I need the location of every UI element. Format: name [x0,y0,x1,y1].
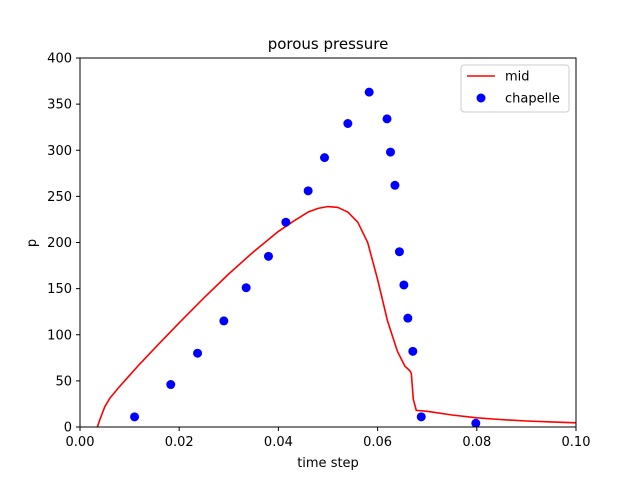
y-axis-label: p [25,239,40,247]
data-point-chapelle [193,348,203,358]
data-point-chapelle [364,87,374,97]
data-point-chapelle [399,280,409,290]
legend-label: chapelle [505,92,560,107]
y-tick-label: 100 [47,328,72,343]
x-axis-label: time step [297,456,359,471]
x-tick-label: 0.04 [264,435,293,450]
y-tick-label: 350 [47,98,72,113]
plot-area [96,87,576,427]
data-point-chapelle [343,119,353,128]
axes: 0.00 0.02 0.04 0.06 0.08 0.10 0 50 100 150 200 250 3… [47,52,590,451]
data-point-chapelle [303,186,313,196]
data-point-chapelle [390,180,400,190]
data-point-chapelle [403,313,413,323]
y-tick-label: 50 [55,374,72,389]
legend-label: mid [505,70,530,85]
x-tick-label: 0.08 [462,435,491,450]
data-point-chapelle [394,247,404,257]
y-tick-label: 150 [47,282,72,297]
x-tick-label: 0.10 [562,435,591,450]
data-point-chapelle [281,217,291,227]
x-tick-label: 0.06 [363,435,392,450]
data-point-chapelle [219,316,229,326]
series-line-mid [96,205,576,427]
series-chapelle [130,87,481,427]
y-tick-label: 300 [47,144,72,159]
x-tick-label: 0.00 [66,435,95,450]
y-tick-label: 0 [64,421,72,436]
data-point-chapelle [263,251,273,261]
data-point-chapelle [408,346,418,356]
legend: mid chapelle [460,64,570,113]
chart-title: porous pressure [268,35,389,53]
y-tick-label: 400 [47,52,72,67]
data-point-chapelle [382,114,392,124]
data-point-chapelle [320,153,330,163]
y-tick-label: 200 [47,236,72,251]
series-mid [96,205,576,427]
y-tick-label: 250 [47,190,72,205]
data-point-chapelle [386,147,395,157]
data-point-chapelle [166,380,176,390]
data-point-chapelle [130,412,140,422]
x-tick-label: 0.02 [165,435,194,450]
data-point-chapelle [416,412,426,422]
data-point-chapelle [241,283,251,293]
legend-marker-swatch [476,93,486,103]
data-point-chapelle [471,418,481,427]
